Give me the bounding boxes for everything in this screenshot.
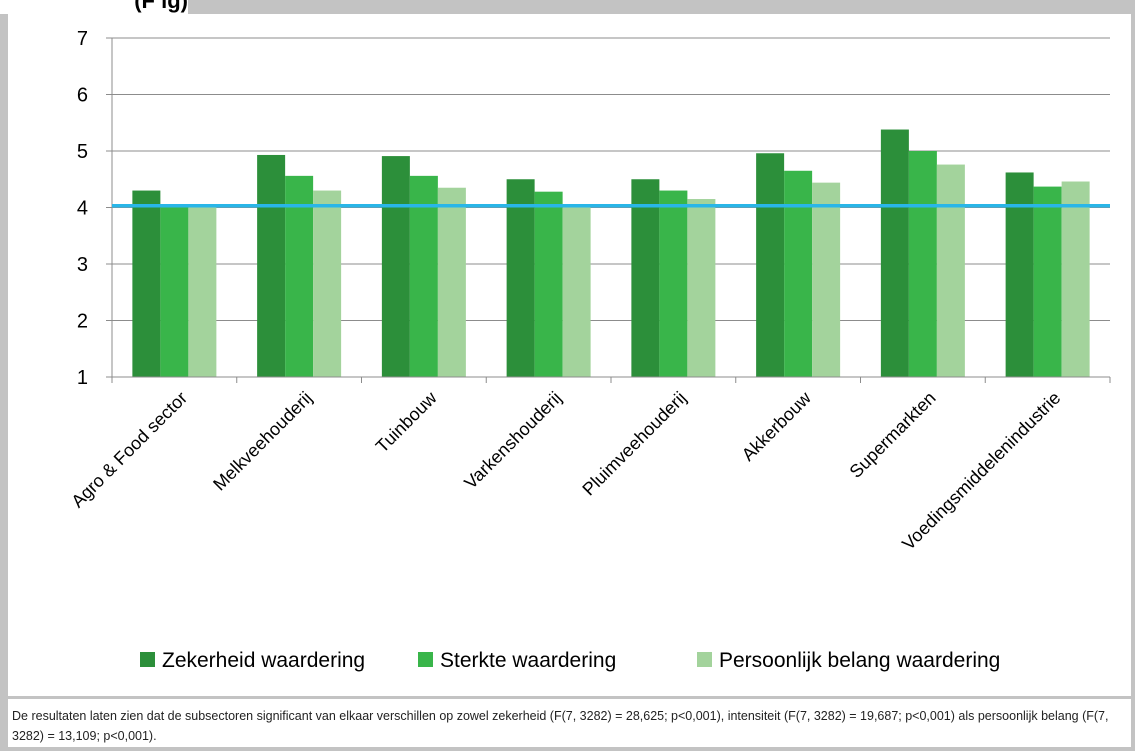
bar [1061,181,1090,377]
x-tick-label: Varkenshouderij [460,388,565,493]
bars [132,129,1090,377]
y-tick-label: 2 [77,311,88,333]
x-tick-label: Agro & Food sector [67,388,191,512]
bar [506,179,535,377]
legend: Zekerheid waardering Sterkte waardering Pe… [140,649,1000,672]
bar [880,129,909,377]
bar [188,206,217,377]
bar [1005,172,1034,377]
legend-swatch [418,652,433,667]
bar [285,175,314,377]
bar [257,154,286,377]
bar [936,164,965,377]
legend-swatch [140,652,155,667]
bar [313,190,342,377]
bar [534,191,563,377]
legend-label: Sterkte waardering [440,649,616,672]
legend-label: Zekerheid waardering [162,649,365,672]
bar [381,156,410,377]
y-tick-label: 4 [77,198,88,220]
legend-swatch [697,652,712,667]
y-tick-label: 7 [77,28,88,50]
x-tick-label: Tuinbouw [372,387,442,457]
top-bar: (F ig) [0,0,1135,14]
header-title-fragment: (F ig) [134,0,188,13]
y-tick-label: 6 [77,85,88,107]
y-tick-label: 5 [77,141,88,163]
bar [756,153,785,377]
y-tick-label: 1 [77,367,88,389]
header-tab: (F ig) [0,0,188,14]
bar-chart: 1 2 3 4 5 6 7 Agro & Food sector Melkveehouderij… [67,28,1111,672]
x-tick-label: Supermarkten [846,388,940,482]
bar [784,170,813,377]
y-tick-label: 3 [77,254,88,276]
legend-label: Persoonlijk belang waardering [719,649,1000,672]
bar [160,205,189,377]
bar [1033,186,1062,377]
x-tick-label: Akkerbouw [738,387,816,465]
bar [659,190,688,377]
footnote-text: De resultaten laten zien dat de subsecto… [12,709,1109,743]
bar [437,187,466,377]
footer-separator [8,696,1131,699]
bar [631,179,660,377]
bar [908,151,937,377]
x-tick-label: Melkveehouderij [209,388,316,495]
bar [687,199,716,377]
bar [812,182,841,377]
bar [132,190,161,377]
bar [562,206,591,377]
bar [409,175,438,377]
x-tick-label: Pluimveehouderij [578,388,690,500]
